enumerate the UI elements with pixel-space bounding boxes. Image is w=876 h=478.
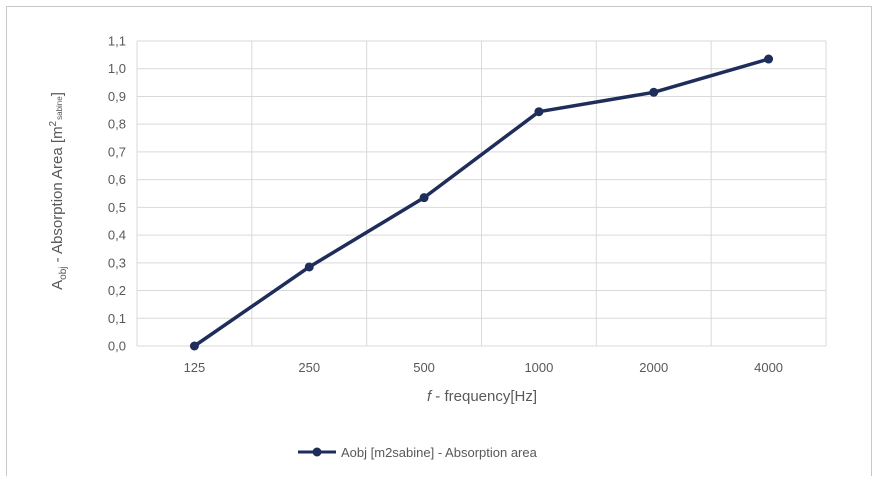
x-tick-label: 2000 xyxy=(639,360,668,375)
legend-marker-swatch xyxy=(312,447,322,457)
x-tick-label: 500 xyxy=(413,360,435,375)
data-point xyxy=(534,107,544,117)
y-tick-label: 0,9 xyxy=(108,89,126,104)
y-tick-label: 1,0 xyxy=(108,61,126,76)
data-point xyxy=(419,193,429,203)
y-tick-label: 0,3 xyxy=(108,255,126,270)
x-tick-label: 250 xyxy=(298,360,320,375)
legend: Aobj [m2sabine] - Absorption area xyxy=(298,445,538,460)
y-tick-label: 1,1 xyxy=(108,34,126,49)
x-axis-title: f - frequency[Hz] xyxy=(427,388,537,405)
x-tick-label: 125 xyxy=(184,360,206,375)
x-tick-label: 4000 xyxy=(754,360,783,375)
series-layer xyxy=(189,54,774,351)
y-tick-label: 0,1 xyxy=(108,311,126,326)
data-point xyxy=(304,262,314,272)
y-tick-label: 0,7 xyxy=(108,144,126,159)
y-tick-labels: 0,0 0,1 0,2 0,3 0,4 0,5 0,6 0,7 0,8 0,9 1,0 1,1 xyxy=(108,34,126,354)
y-tick-label: 0,6 xyxy=(108,172,126,187)
chart-frame xyxy=(6,6,872,476)
x-tick-labels: 125 250 500 1000 2000 4000 xyxy=(184,360,783,375)
y-tick-label: 0,0 xyxy=(108,339,126,354)
grid-lines xyxy=(136,40,827,347)
data-point xyxy=(189,341,199,351)
y-axis-title: Aobj - Absorption Area [m2sabine] xyxy=(48,92,69,290)
x-tick-label: 1000 xyxy=(524,360,553,375)
legend-label: Aobj [m2sabine] - Absorption area xyxy=(341,445,538,460)
data-point xyxy=(649,87,659,97)
y-tick-label: 0,8 xyxy=(108,117,126,132)
y-tick-label: 0,2 xyxy=(108,283,126,298)
series-line xyxy=(192,57,771,348)
y-tick-label: 0,4 xyxy=(108,228,126,243)
data-point xyxy=(764,54,774,64)
y-tick-label: 0,5 xyxy=(108,200,126,215)
